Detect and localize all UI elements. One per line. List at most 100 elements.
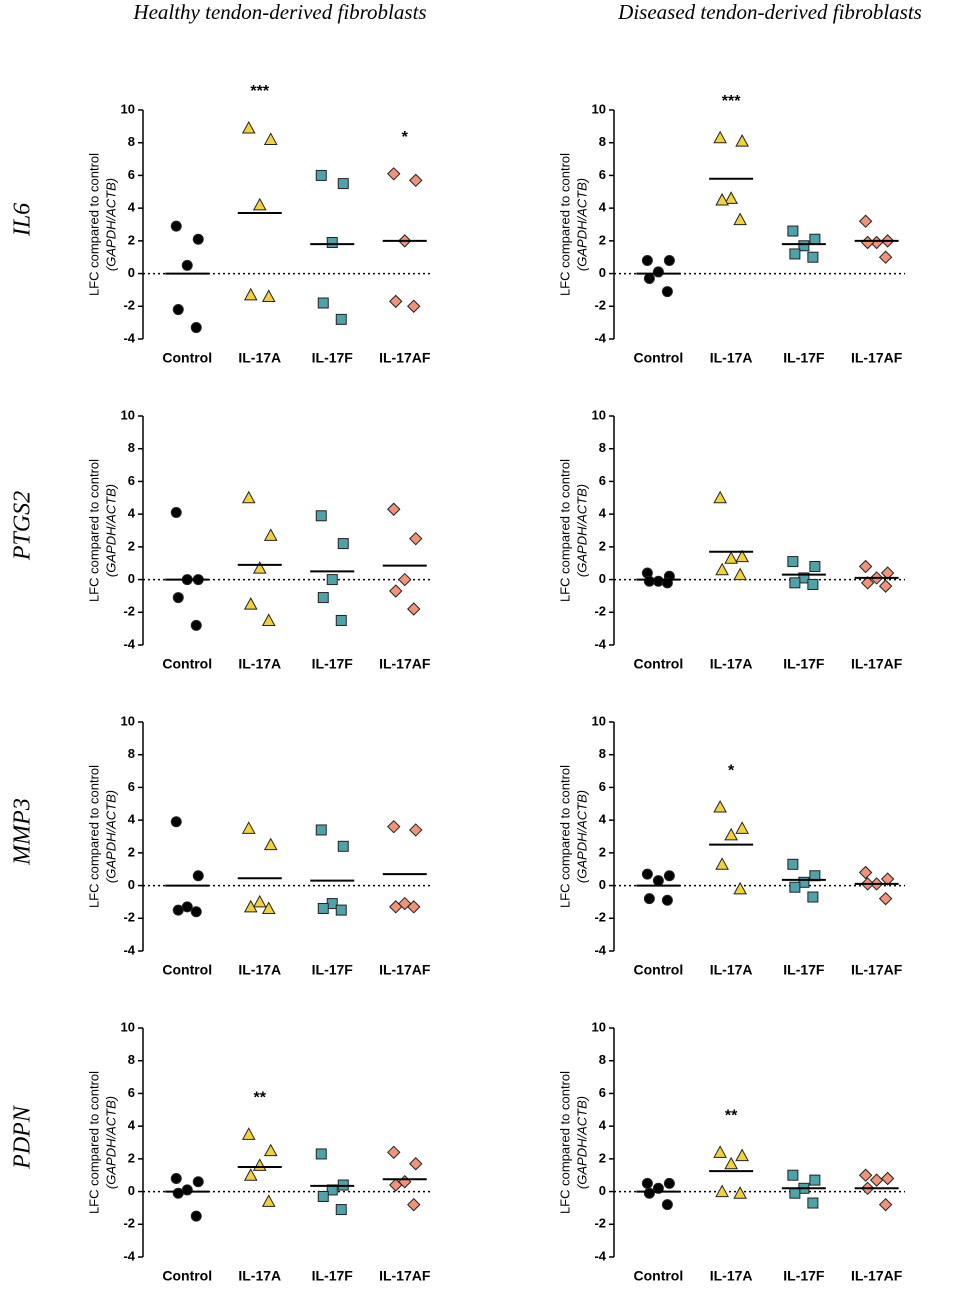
x-tick-label: IL-17AF	[379, 962, 431, 978]
x-tick-label: IL-17F	[312, 1268, 354, 1284]
y-tick-label: 10	[592, 1019, 606, 1034]
point	[643, 1187, 655, 1199]
point	[326, 236, 338, 248]
significance: *	[402, 129, 409, 146]
point	[261, 289, 276, 302]
point	[170, 1172, 182, 1184]
point	[715, 857, 729, 870]
x-tick-label: Control	[162, 656, 212, 672]
y-axis-label: (GAPDH/ACTB)	[574, 178, 589, 271]
significance: *	[728, 762, 735, 779]
y-axis-label: LFC compared to control	[557, 459, 572, 602]
y-axis-label: LFC compared to control	[86, 765, 101, 908]
point	[192, 1176, 204, 1188]
point	[733, 212, 747, 226]
y-axis-label: (GAPDH/ACTB)	[574, 1096, 589, 1189]
point	[263, 528, 278, 541]
point	[181, 1184, 193, 1196]
point	[407, 900, 421, 914]
point	[387, 1145, 401, 1160]
point	[880, 566, 895, 580]
point	[798, 240, 810, 252]
point	[317, 297, 329, 309]
y-tick-label: 2	[128, 1150, 135, 1165]
point	[181, 259, 193, 271]
point	[337, 178, 349, 190]
y-tick-label: 8	[128, 746, 135, 761]
point	[409, 531, 423, 546]
row-label: PDPN	[10, 1104, 36, 1170]
point	[733, 881, 747, 895]
point	[860, 235, 875, 250]
point	[858, 214, 873, 228]
y-tick-label: 6	[599, 1085, 606, 1100]
x-tick-label: IL-17F	[783, 656, 825, 672]
y-tick-label: 2	[599, 232, 606, 247]
point	[735, 1148, 749, 1162]
x-tick-label: Control	[162, 350, 212, 366]
y-tick-label: 6	[599, 167, 606, 182]
x-tick-label: IL-17AF	[379, 1268, 431, 1284]
point	[190, 619, 202, 631]
significance: ***	[250, 83, 269, 100]
point	[663, 254, 675, 266]
x-tick-label: IL-17A	[238, 1268, 281, 1284]
point	[241, 120, 256, 134]
row-label: IL6	[10, 203, 36, 237]
y-tick-label: 10	[121, 1019, 135, 1034]
y-tick-label: 4	[128, 1118, 136, 1133]
y-tick-label: -2	[123, 298, 135, 313]
point	[652, 266, 664, 278]
point	[661, 286, 673, 298]
y-tick-label: 0	[599, 877, 606, 892]
x-tick-label: IL-17A	[710, 962, 753, 978]
y-tick-label: 8	[128, 134, 135, 149]
x-tick-label: IL-17F	[312, 656, 354, 672]
point	[252, 894, 267, 908]
y-tick-label: -2	[594, 604, 606, 619]
point	[858, 865, 873, 880]
x-tick-label: Control	[633, 1268, 683, 1284]
y-tick-label: 2	[599, 538, 606, 553]
point	[181, 901, 193, 913]
x-tick-label: IL-17A	[238, 350, 281, 366]
point	[243, 1168, 258, 1181]
y-tick-label: 4	[599, 1118, 607, 1133]
y-tick-label: -2	[123, 910, 135, 925]
point	[880, 1171, 895, 1186]
point	[787, 858, 799, 870]
y-tick-label: 6	[128, 779, 135, 794]
point	[389, 1178, 403, 1192]
point	[409, 1157, 423, 1171]
x-tick-label: IL-17F	[783, 350, 825, 366]
y-axis-label: (GAPDH/ACTB)	[103, 1096, 118, 1189]
x-tick-label: Control	[633, 350, 683, 366]
y-tick-label: 4	[128, 812, 136, 827]
point	[735, 549, 749, 563]
y-tick-label: 6	[599, 473, 606, 488]
point	[241, 1127, 256, 1140]
point	[172, 1187, 184, 1199]
point	[713, 130, 727, 144]
point	[326, 574, 338, 586]
point	[787, 1169, 799, 1181]
point	[315, 510, 327, 522]
x-tick-label: IL-17F	[783, 1268, 825, 1284]
point	[409, 173, 423, 188]
y-axis-label: (GAPDH/ACTB)	[574, 484, 589, 577]
point	[809, 233, 821, 245]
y-tick-label: 10	[592, 101, 606, 116]
y-tick-label: -4	[594, 636, 606, 651]
point	[190, 906, 202, 918]
point	[170, 220, 182, 232]
point	[789, 248, 801, 260]
y-tick-label: 8	[128, 440, 135, 455]
point	[735, 821, 749, 834]
point	[243, 597, 258, 610]
x-tick-label: IL-17A	[710, 1268, 753, 1284]
point	[263, 132, 278, 145]
point	[724, 827, 738, 841]
point	[252, 1158, 267, 1171]
row-label: MMP3	[10, 798, 36, 866]
